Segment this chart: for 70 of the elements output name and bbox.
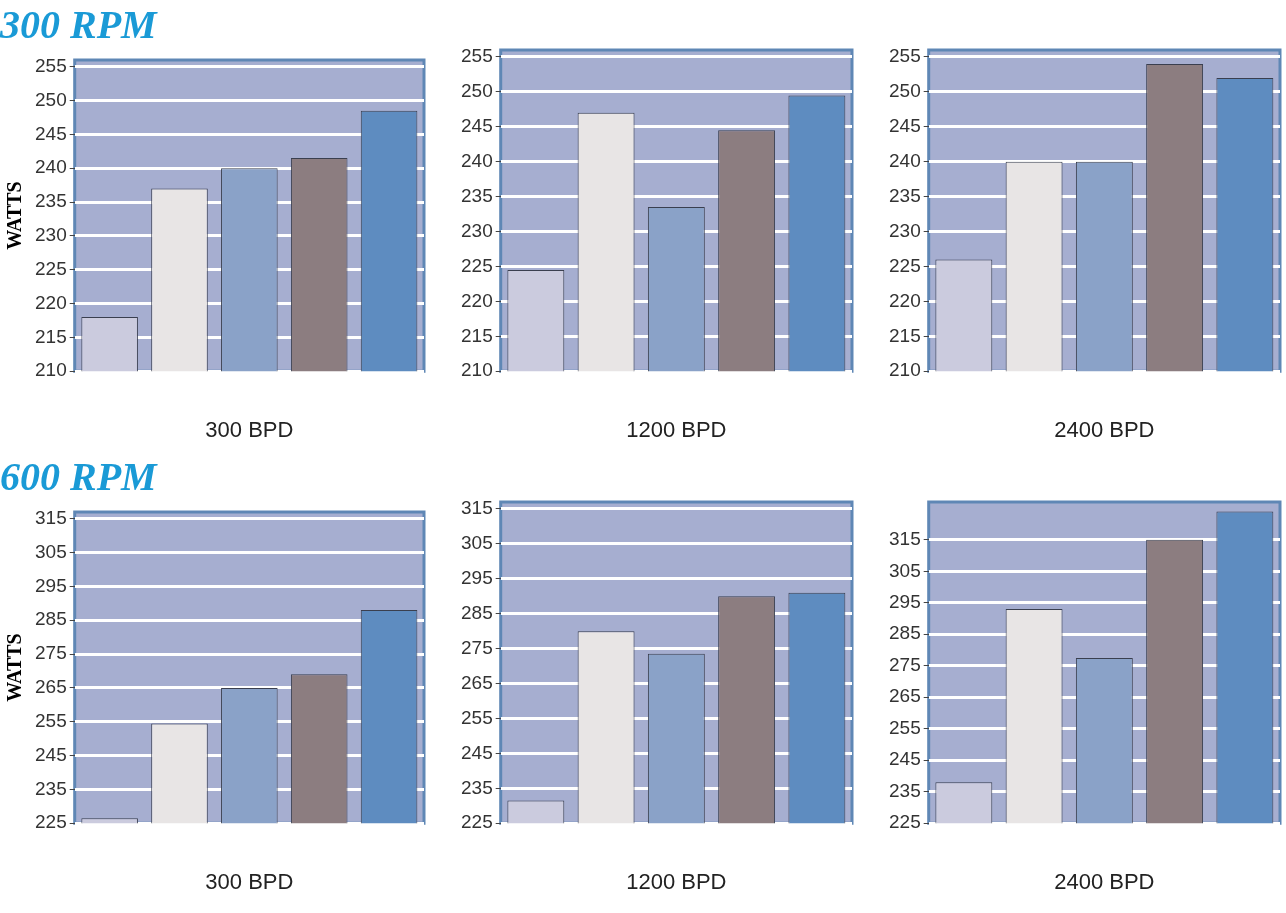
y-tick-label: 235	[35, 777, 67, 799]
y-tick-label: 250	[461, 80, 493, 102]
y-tick-label: 285	[461, 601, 493, 623]
x-axis-title: 1200 BPD	[626, 868, 727, 894]
y-axis-title: WATTS	[3, 633, 26, 702]
y-tick-label: 245	[35, 743, 67, 765]
y-tick-label: 250	[35, 88, 67, 110]
y-tick-label: 255	[35, 55, 67, 76]
y-tick-label: 230	[35, 224, 67, 246]
chart-title: 300 RPM	[0, 2, 159, 48]
y-tick-label: 215	[35, 325, 67, 347]
y-tick-label: 275	[889, 653, 921, 675]
y-tick-label: 235	[461, 776, 493, 798]
y-tick-label: 245	[889, 115, 921, 137]
y-tick-label: 245	[461, 741, 493, 763]
y-tick-label: 255	[889, 45, 921, 67]
y-tick-label: 240	[35, 156, 67, 178]
chart-title: 600 RPM	[0, 454, 159, 500]
y-tick-label: 245	[461, 115, 493, 137]
y-tick-label: 305	[35, 540, 67, 562]
y-tick-label: 265	[35, 676, 67, 698]
x-axis-title: 2400 BPD	[1054, 416, 1155, 442]
y-tick-label: 240	[889, 149, 921, 171]
y-tick-label: 245	[35, 122, 67, 144]
y-tick-label: 285	[35, 608, 67, 630]
y-tick-label: 265	[889, 685, 921, 707]
y-tick-label: 265	[461, 671, 493, 693]
y-tick-label: 235	[889, 779, 921, 801]
y-tick-label: 275	[35, 642, 67, 664]
y-tick-label: 250	[889, 80, 921, 102]
y-tick-label: 255	[35, 709, 67, 731]
x-axis-title: 300 BPD	[205, 416, 294, 442]
y-axis-title: WATTS	[3, 181, 26, 250]
y-tick-label: 230	[889, 219, 921, 241]
y-tick-label: 235	[461, 184, 493, 206]
y-tick-label: 225	[889, 811, 921, 833]
y-tick-label: 295	[889, 591, 921, 612]
y-tick-label: 315	[461, 497, 493, 519]
y-tick-label: 220	[35, 291, 67, 313]
y-tick-label: 215	[461, 324, 493, 346]
y-tick-label: 225	[35, 257, 67, 279]
y-tick-label: 245	[889, 748, 921, 770]
y-tick-label: 295	[35, 574, 67, 596]
y-tick-label: 305	[461, 532, 493, 554]
y-tick-label: 275	[461, 636, 493, 658]
y-tick-label: 255	[461, 45, 493, 67]
y-tick-label: 295	[461, 567, 493, 589]
y-tick-label: 225	[35, 811, 67, 833]
y-tick-label: 225	[461, 811, 493, 833]
y-tick-label: 225	[461, 254, 493, 276]
y-tick-label: 225	[889, 254, 921, 276]
y-tick-label: 255	[461, 706, 493, 728]
y-tick-label: 220	[461, 289, 493, 311]
x-axis-title: 2400 BPD	[1054, 868, 1155, 894]
y-tick-label: 220	[889, 289, 921, 311]
y-tick-label: 315	[35, 507, 67, 528]
y-tick-label: 255	[889, 716, 921, 738]
x-axis-title: 1200 BPD	[626, 416, 727, 442]
y-tick-label: 240	[461, 149, 493, 171]
y-tick-label: 215	[889, 324, 921, 346]
y-tick-label: 230	[461, 219, 493, 241]
y-tick-label: 235	[35, 190, 67, 212]
y-tick-label: 285	[889, 622, 921, 644]
y-tick-label: 210	[461, 359, 493, 381]
y-tick-label: 305	[889, 559, 921, 581]
y-tick-label: 210	[889, 359, 921, 381]
y-tick-label: 315	[889, 528, 921, 550]
y-tick-label: 235	[889, 184, 921, 206]
y-tick-label: 210	[35, 359, 67, 381]
x-axis-title: 300 BPD	[205, 868, 294, 894]
